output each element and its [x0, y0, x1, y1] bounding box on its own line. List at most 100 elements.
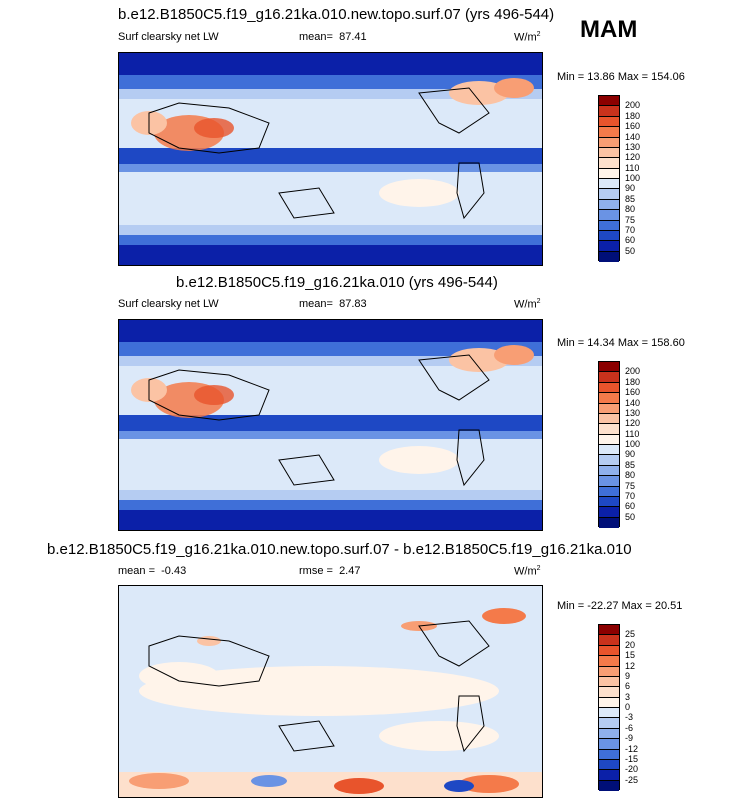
panel3-colorbar-swatch — [599, 666, 619, 677]
panel2-colorbar-tick-label: 200 — [625, 366, 641, 377]
panel1-colorbar-tick-label: 60 — [625, 235, 636, 246]
panel2-colorbar-tick-label: 130 — [625, 407, 641, 418]
panel3-minmax: Min = -22.27 Max = 20.51 — [557, 600, 683, 612]
panel3-colorbar-swatch — [599, 676, 619, 688]
panel1-colorbar-swatch — [599, 127, 619, 138]
panel3-colorbar-swatch — [599, 770, 619, 781]
panel1-colorbar-swatch — [599, 230, 619, 242]
panel2-colorbar-tick-label: 70 — [625, 490, 636, 501]
panel1-title: b.e12.B1850C5.f19_g16.21ka.010.new.topo.… — [118, 6, 555, 23]
panel2-colorbar-tick-label: 75 — [625, 480, 636, 491]
panel1-colorbar-swatch — [599, 116, 619, 128]
panel1-colorbar — [598, 95, 620, 262]
panel3-mean: mean = -0.43 — [118, 565, 187, 577]
panel3-colorbar — [598, 624, 620, 791]
panel2-colorbar-tick-label: 100 — [625, 439, 641, 449]
panel3-map — [118, 585, 543, 798]
panel2-colorbar-swatch — [599, 455, 619, 466]
panel3-colorbar-tick-label: -3 — [625, 712, 634, 723]
panel1-colorbar-swatch — [599, 241, 619, 252]
season-label: MAM — [580, 16, 638, 43]
panel2-colorbar-swatch — [599, 486, 619, 497]
panel3-colorbar-tick-label: 20 — [625, 639, 636, 650]
panel3-colorbar-tick-label: -20 — [625, 764, 639, 775]
panel2-colorbar-tick-label: 90 — [625, 449, 636, 460]
panel2-units: W/m2 — [514, 298, 541, 311]
panel1-colorbar-tick-label: 90 — [625, 183, 636, 194]
panel1-colorbar-swatch — [599, 199, 619, 211]
panel1-colorbar-swatch — [599, 179, 619, 190]
panel2-colorbar-swatch — [599, 434, 619, 445]
panel2-colorbar-swatch — [599, 517, 619, 528]
panel2-variable-label: Surf clearsky net LW — [118, 298, 219, 310]
panel3-units: W/m2 — [514, 565, 541, 578]
panel1-colorbar-swatch — [599, 189, 619, 200]
panel1-mean: mean= 87.41 — [299, 31, 367, 43]
panel3-colorbar-swatch — [599, 739, 619, 750]
panel1-units: W/m2 — [514, 31, 541, 44]
panel3-colorbar-swatch — [599, 625, 619, 636]
panel2-colorbar-swatch — [599, 393, 619, 404]
panel3-colorbar-swatch — [599, 718, 619, 729]
panel3-colorbar-swatch — [599, 728, 619, 740]
panel3-colorbar-tick-label: -25 — [625, 774, 639, 785]
panel2-title: b.e12.B1850C5.f19_g16.21ka.010 (yrs 496-… — [176, 274, 498, 291]
panel1-colorbar-tick-label: 80 — [625, 204, 636, 215]
panel1-colorbar-swatch — [599, 137, 619, 148]
panel3-colorbar-tick-label: 9 — [625, 670, 631, 681]
panel3-colorbar-tick-label: -15 — [625, 753, 639, 764]
panel1-colorbar-tick-label: 130 — [625, 141, 641, 152]
panel1-colorbar-tick-label: 70 — [625, 224, 636, 235]
panel3-colorbar-swatch — [599, 708, 619, 719]
panel1-colorbar-tick-label: 120 — [625, 152, 641, 163]
panel1-colorbar-tick-label: 85 — [625, 193, 636, 204]
panel2-colorbar-tick-label: 110 — [625, 428, 640, 439]
panel2-colorbar-swatch — [599, 496, 619, 508]
panel1-colorbar-swatch — [599, 251, 619, 262]
panel2-colorbar-swatch — [599, 372, 619, 383]
panel1-colorbar-tick-label: 160 — [625, 121, 641, 132]
panel2-colorbar-tick-label: 120 — [625, 418, 641, 429]
panel1-colorbar-tick-label: 110 — [625, 162, 640, 173]
panel3-colorbar-tick-label: 25 — [625, 629, 636, 640]
panel2-colorbar-swatch — [599, 424, 619, 435]
panel2-colorbar-tick-label: 60 — [625, 501, 636, 512]
panel2-colorbar-swatch — [599, 445, 619, 456]
panel3-colorbar-swatch — [599, 635, 619, 646]
panel2-colorbar-swatch — [599, 362, 619, 373]
panel1-colorbar-tick-label: 200 — [625, 100, 641, 111]
panel3-rmse: rmse = 2.47 — [299, 565, 361, 577]
panel3-colorbar-tick-label: 15 — [625, 650, 636, 661]
panel2-minmax: Min = 14.34 Max = 158.60 — [557, 337, 685, 349]
panel3-colorbar-tick-label: 6 — [625, 681, 631, 692]
panel1-minmax: Min = 13.86 Max = 154.06 — [557, 71, 685, 83]
panel2-colorbar-tick-label: 160 — [625, 387, 641, 398]
panel1-colorbar-swatch — [599, 147, 619, 159]
panel3-colorbar-tick-label: 3 — [625, 691, 631, 702]
panel2-colorbar-tick-label: 85 — [625, 459, 636, 470]
panel1-colorbar-swatch — [599, 96, 619, 107]
panel2-colorbar-swatch — [599, 382, 619, 394]
panel3-colorbar-swatch — [599, 656, 619, 667]
panel3-colorbar-swatch — [599, 759, 619, 771]
panel3-colorbar-swatch — [599, 697, 619, 708]
panel1-colorbar-tick-label: 140 — [625, 131, 641, 142]
panel2-map — [118, 319, 543, 531]
panel1-colorbar-swatch — [599, 168, 619, 179]
panel2-colorbar-tick-label: 80 — [625, 470, 636, 481]
panel1-colorbar-swatch — [599, 220, 619, 231]
panel2-colorbar-swatch — [599, 476, 619, 487]
panel1-variable-label: Surf clearsky net LW — [118, 31, 219, 43]
panel2-colorbar-tick-label: 140 — [625, 397, 641, 408]
panel2-colorbar-swatch — [599, 465, 619, 477]
panel3-colorbar-swatch — [599, 687, 619, 698]
panel1-colorbar-tick-label: 50 — [625, 245, 636, 256]
panel3-colorbar-swatch — [599, 645, 619, 657]
panel3-colorbar-tick-label: -6 — [625, 722, 634, 733]
panel3-colorbar-swatch — [599, 749, 619, 760]
panel1-colorbar-swatch — [599, 106, 619, 117]
panel3-colorbar-tick-label: 12 — [625, 660, 636, 671]
panel3-title: b.e12.B1850C5.f19_g16.21ka.010.new.topo.… — [47, 541, 632, 558]
panel2-colorbar-swatch — [599, 403, 619, 414]
panel3-colorbar-tick-label: -12 — [625, 743, 639, 754]
